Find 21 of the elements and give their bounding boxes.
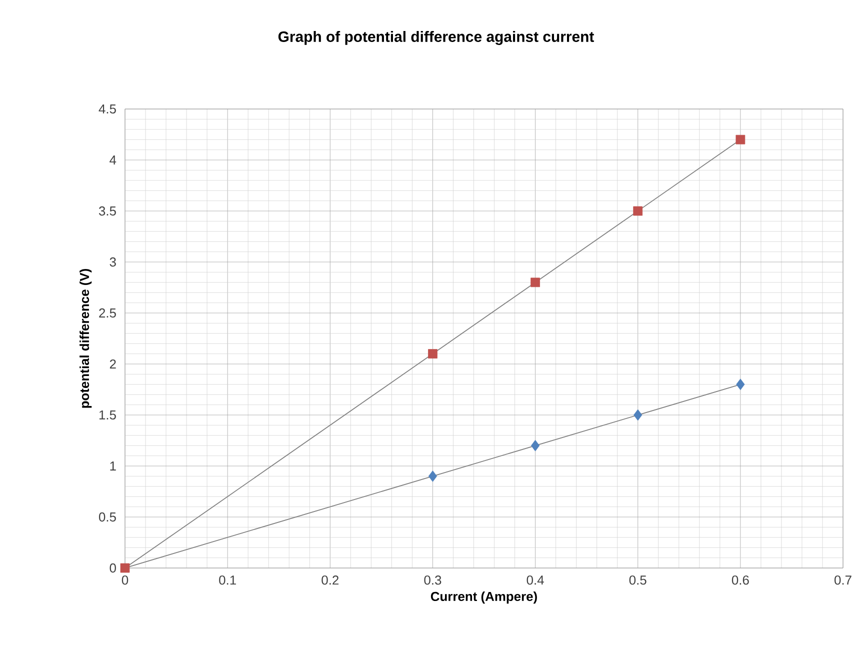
y-tick-label: 4.5	[98, 104, 116, 114]
chart-title: Graph of potential difference against current	[278, 30, 594, 45]
x-tick-label: 0.1	[219, 576, 236, 585]
y-tick-label: 0.5	[98, 512, 116, 522]
x-axis-title: Current (Ampere)	[430, 592, 537, 604]
y-tick-label: 2.5	[99, 308, 116, 318]
y-tick-label: 1	[110, 462, 116, 470]
y-axis-title: potential difference (V)	[80, 268, 92, 408]
y-tick-label: 3.5	[98, 206, 116, 216]
x-tick-label: 0	[122, 576, 128, 585]
x-tick-label: 0.5	[629, 576, 646, 585]
y-tick-label: 0	[110, 563, 116, 573]
y-tick-label: 1.5	[99, 410, 116, 420]
y-tick-label: 2	[110, 359, 116, 369]
x-tick-label: 0.7	[834, 576, 852, 585]
x-tick-label: 0.3	[424, 576, 442, 585]
y-tick-label: 3	[110, 257, 116, 267]
x-tick-label: 0.4	[526, 576, 544, 585]
x-tick-label: 0.2	[322, 576, 338, 585]
y-tick-label: 4	[110, 156, 116, 164]
x-tick-label: 0.6	[732, 576, 749, 585]
